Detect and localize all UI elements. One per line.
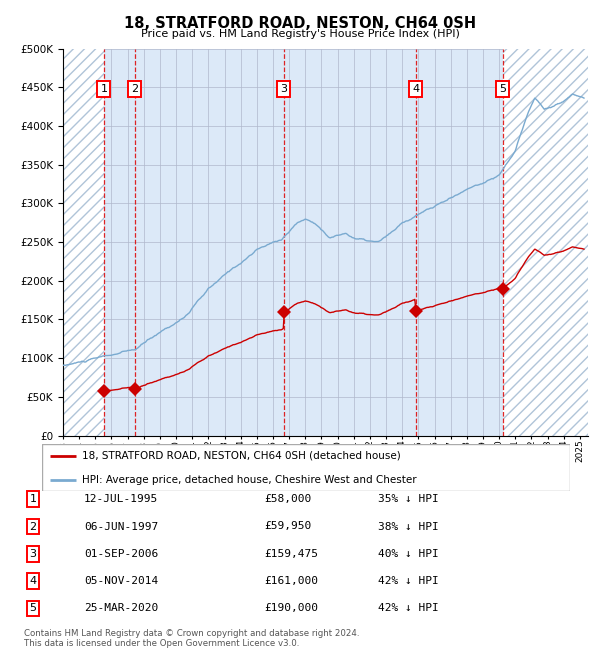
Text: £190,000: £190,000 <box>264 603 318 614</box>
Text: £59,950: £59,950 <box>264 521 311 532</box>
Text: 5: 5 <box>29 603 37 614</box>
Text: HPI: Average price, detached house, Cheshire West and Chester: HPI: Average price, detached house, Ches… <box>82 475 416 486</box>
Text: £58,000: £58,000 <box>264 494 311 504</box>
Bar <box>63 49 104 436</box>
Text: 1: 1 <box>100 84 107 94</box>
Text: 18, STRATFORD ROAD, NESTON, CH64 0SH: 18, STRATFORD ROAD, NESTON, CH64 0SH <box>124 16 476 31</box>
Text: 4: 4 <box>29 576 37 586</box>
Bar <box>503 49 588 436</box>
Text: 25-MAR-2020: 25-MAR-2020 <box>84 603 158 614</box>
Text: £159,475: £159,475 <box>264 549 318 559</box>
Text: 42% ↓ HPI: 42% ↓ HPI <box>378 576 439 586</box>
Text: 01-SEP-2006: 01-SEP-2006 <box>84 549 158 559</box>
Text: £161,000: £161,000 <box>264 576 318 586</box>
Text: Price paid vs. HM Land Registry's House Price Index (HPI): Price paid vs. HM Land Registry's House … <box>140 29 460 38</box>
Text: 06-JUN-1997: 06-JUN-1997 <box>84 521 158 532</box>
Text: This data is licensed under the Open Government Licence v3.0.: This data is licensed under the Open Gov… <box>24 639 299 648</box>
Text: 3: 3 <box>29 549 37 559</box>
Text: 2: 2 <box>29 521 37 532</box>
Text: Contains HM Land Registry data © Crown copyright and database right 2024.: Contains HM Land Registry data © Crown c… <box>24 629 359 638</box>
Text: 42% ↓ HPI: 42% ↓ HPI <box>378 603 439 614</box>
Text: 38% ↓ HPI: 38% ↓ HPI <box>378 521 439 532</box>
Text: 12-JUL-1995: 12-JUL-1995 <box>84 494 158 504</box>
Text: 5: 5 <box>499 84 506 94</box>
Text: 35% ↓ HPI: 35% ↓ HPI <box>378 494 439 504</box>
Text: 4: 4 <box>412 84 419 94</box>
Text: 2: 2 <box>131 84 138 94</box>
Text: 40% ↓ HPI: 40% ↓ HPI <box>378 549 439 559</box>
Text: 3: 3 <box>280 84 287 94</box>
Text: 18, STRATFORD ROAD, NESTON, CH64 0SH (detached house): 18, STRATFORD ROAD, NESTON, CH64 0SH (de… <box>82 450 400 461</box>
Text: 1: 1 <box>29 494 37 504</box>
FancyBboxPatch shape <box>42 444 570 491</box>
Text: 05-NOV-2014: 05-NOV-2014 <box>84 576 158 586</box>
